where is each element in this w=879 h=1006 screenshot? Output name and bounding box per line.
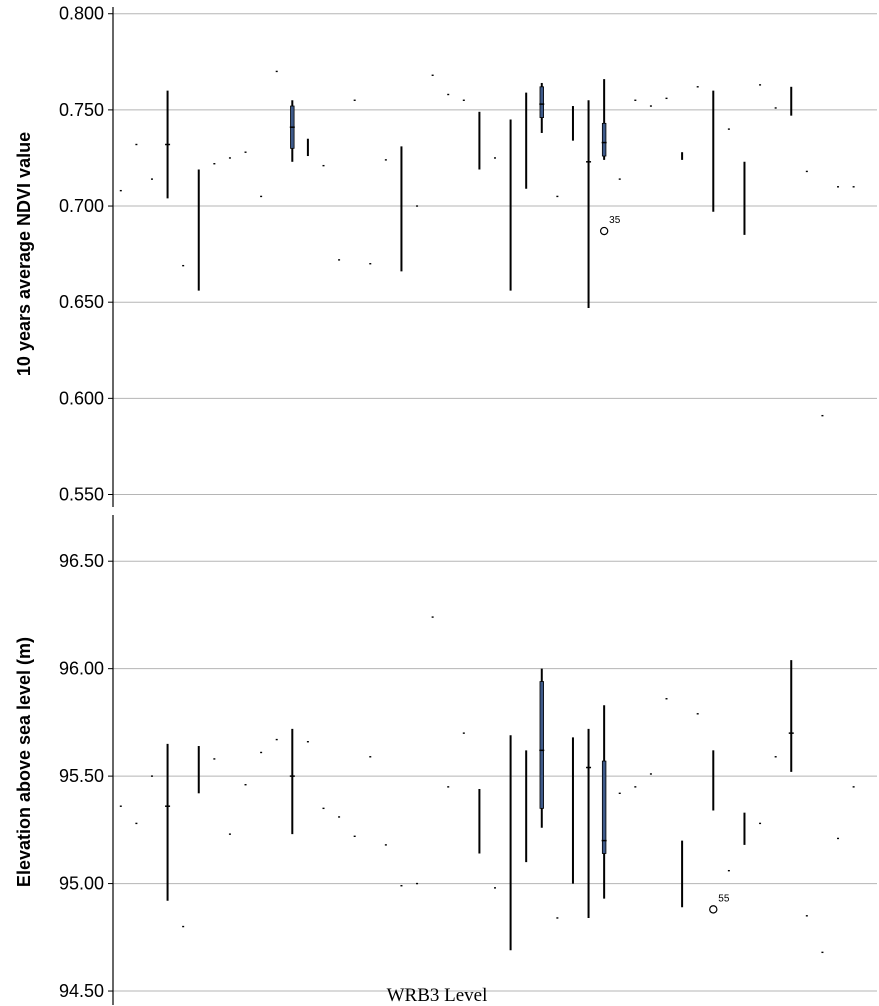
elevation-outlier-label: 55 [718,893,730,904]
ndvi-box-iqr [539,86,544,118]
ndvi-y-tick-label: 0.550 [59,485,104,505]
elevation-y-tick-label: 94.50 [59,981,104,1001]
elevation-y-tick-label: 96.50 [59,551,104,571]
elevation-y-tick-label: 96.00 [59,659,104,679]
ndvi-y-axis-title: 10 years average NDVI value [14,132,34,376]
elevation-outlier [709,905,718,914]
elevation-y-axis-title: Elevation above sea level (m) [14,637,34,887]
elevation-panel: Elevation above sea level (m) 94.50 95.00… [14,515,877,1005]
elevation-box-iqr [601,760,607,854]
x-axis-title: WRB3 Level [387,985,488,1006]
ndvi-y-tick-label: 0.650 [59,292,104,312]
ndvi-y-tick-label: 0.600 [59,388,104,408]
ndvi-box-iqr [601,122,607,157]
ndvi-outlier [599,226,609,236]
ndvi-y-tick-label: 0.750 [59,100,104,120]
ndvi-y-tick-label: 0.800 [59,4,104,24]
ndvi-outlier-label: 35 [609,215,621,226]
elevation-y-tick-label: 95.50 [59,766,104,786]
elevation-box-iqr [539,681,544,809]
ndvi-panel: 10 years average NDVI value 0.550 0.600 0.… [14,4,877,507]
ndvi-y-tick-label: 0.700 [59,196,104,216]
elevation-y-tick-label: 95.00 [59,874,104,894]
